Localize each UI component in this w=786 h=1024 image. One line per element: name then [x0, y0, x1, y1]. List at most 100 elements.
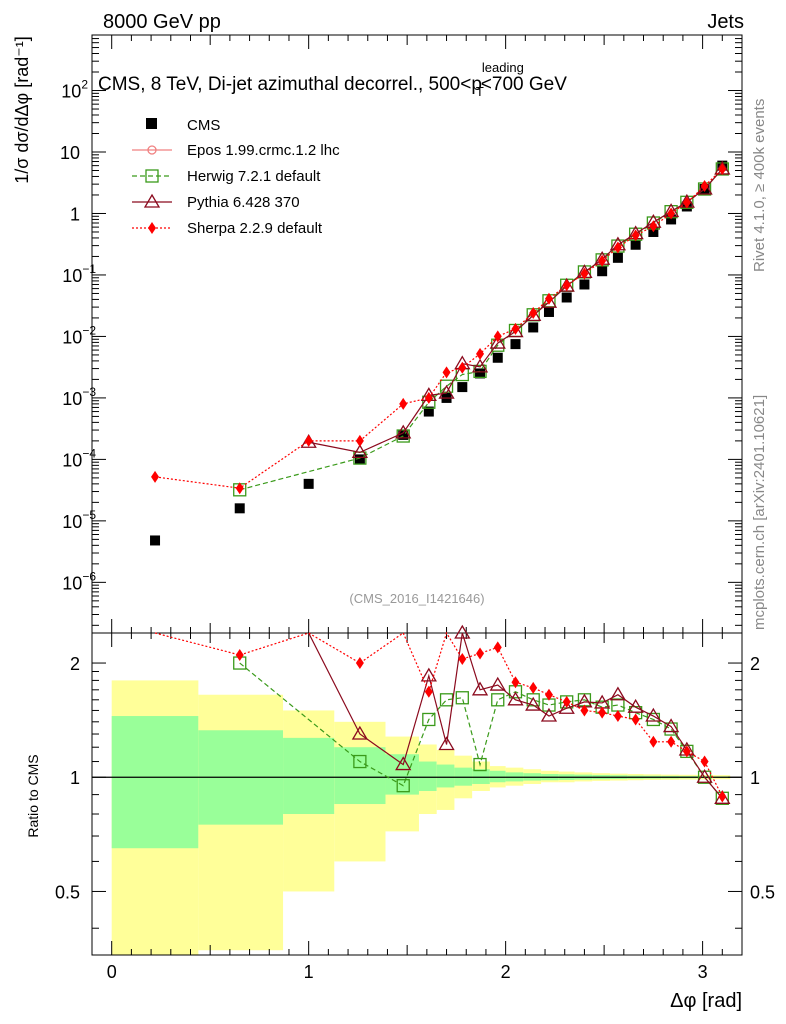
pythia-ratio-point-4 — [438, 736, 455, 751]
pythia-ratio-point-8 — [507, 691, 524, 706]
pythia-main-point-19 — [696, 180, 713, 195]
cms-point-1 — [234, 503, 245, 514]
pythia-ratio-point-10 — [540, 707, 558, 722]
herwig-ratio-point-7 — [491, 693, 505, 707]
y-tick-label-main-3: 10−1 — [62, 262, 96, 286]
pythia-ratio-point-19 — [696, 768, 713, 783]
plot-title-sub: T — [476, 84, 484, 99]
ratio-y-tick-label-right-0: 2 — [750, 654, 760, 674]
sherpa-ratio-point-19 — [667, 735, 676, 748]
main-y-axis-label: 1/σ dσ/dΔφ [rad⁻¹] — [12, 36, 32, 183]
pythia-main-line — [308, 168, 723, 454]
pythia-ratio-point-16 — [645, 707, 662, 722]
herwig-ratio-point-5 — [455, 691, 469, 705]
legend-marker-sherpa — [148, 222, 156, 234]
cms-point-17 — [630, 239, 641, 250]
pythia-ratio-point-20 — [714, 790, 731, 804]
pythia-ratio-point-1 — [351, 725, 369, 740]
sherpa-ratio-point-20 — [682, 745, 691, 758]
analysis-id: (CMS_2016_I1421646) — [349, 591, 484, 606]
pythia-ratio-point-14 — [609, 686, 627, 701]
sherpa-ratio-point-12 — [544, 688, 553, 701]
pythia-ratio-point-5 — [454, 624, 471, 639]
y-tick-label-main-7: 10−5 — [62, 508, 96, 532]
sherpa-main-point-1 — [235, 482, 244, 495]
cms-point-12 — [543, 306, 554, 317]
cms-point-4 — [398, 429, 409, 440]
legend-label-cms: CMS — [187, 117, 220, 134]
legend: CMS Epos 1.99.crmc.1.2 lhc Herwig 7.2.1 … — [132, 117, 340, 237]
pythia-ratio-point-15 — [627, 698, 644, 713]
plot-frames — [91, 34, 743, 956]
cms-point-5 — [423, 406, 434, 417]
plot-title-sup: leading — [482, 60, 524, 75]
band-green-8 — [472, 769, 490, 784]
pythia-main-point-1 — [351, 444, 369, 459]
ratio-y-tick-label-left-0: 2 — [70, 654, 80, 674]
sherpa-main-point-5 — [424, 391, 433, 404]
herwig-ratio-point-3 — [422, 712, 436, 727]
ratio-y-tick-label-right-2: 0.5 — [750, 882, 775, 902]
x-tick-label-0: 0 — [107, 962, 117, 982]
sherpa-main-point-9 — [493, 330, 502, 343]
ratio-panel-frame — [91, 632, 743, 956]
side-text-rivet: Rivet 4.1.0, ≥ 400k events — [751, 99, 768, 272]
legend-label-pythia: Pythia 6.428 370 — [187, 194, 300, 211]
sherpa-main-point-8 — [476, 347, 485, 360]
band-green-5 — [418, 761, 437, 791]
sherpa-main-point-19 — [667, 207, 676, 220]
sherpa-ratio-point-21 — [700, 755, 709, 768]
pythia-main-point-9 — [525, 307, 542, 322]
band-green-2 — [283, 737, 335, 815]
ratio-uncertainty-bands — [111, 680, 731, 955]
cms-point-11 — [528, 322, 539, 333]
legend-label-herwig: Herwig 7.2.1 default — [187, 168, 321, 185]
pythia-main-point-10 — [540, 293, 558, 308]
ratio-y-tick-label-left-1: 1 — [70, 768, 80, 788]
legend-label-sherpa: Sherpa 2.2.9 default — [187, 220, 323, 237]
sherpa-main-point-20 — [682, 196, 691, 209]
legend-label-epos: Epos 1.99.crmc.1.2 lhc — [187, 142, 340, 159]
legend-item-epos: Epos 1.99.crmc.1.2 lhc — [132, 142, 340, 159]
sherpa-main-point-12 — [544, 292, 553, 305]
band-green-0 — [111, 716, 199, 849]
pythia-main-point-4 — [438, 384, 455, 399]
sherpa-main-point-4 — [399, 397, 408, 410]
sherpa-main-point-0 — [151, 470, 160, 483]
pythia-ratio-point-6 — [471, 681, 489, 696]
sherpa-ratio-point-7 — [458, 652, 467, 665]
sherpa-ratio-point-5 — [424, 685, 433, 698]
cms-point-0 — [150, 535, 161, 546]
sherpa-ratio-point-22 — [718, 790, 727, 803]
main-panel-series — [150, 160, 731, 546]
sherpa-main-point-2 — [304, 434, 313, 447]
pythia-ratio-point-3 — [420, 667, 437, 682]
ratio-y-axis-label: Ratio to CMS — [25, 754, 41, 837]
sherpa-main-point-10 — [511, 322, 520, 335]
x-tick-label-1: 1 — [304, 962, 314, 982]
sherpa-ratio-point-9 — [493, 641, 502, 654]
sherpa-ratio-point-11 — [529, 681, 538, 694]
legend-marker-herwig — [145, 169, 159, 183]
sherpa-ratio-point-14 — [580, 704, 589, 717]
sherpa-ratio-point-17 — [631, 713, 640, 726]
y-tick-label-main-2: 1 — [70, 204, 80, 224]
sherpa-main-point-22 — [718, 162, 727, 175]
sherpa-main-point-14 — [580, 267, 589, 280]
side-text-mcplots: mcplots.cern.ch [arXiv:2401.10621] — [751, 395, 768, 630]
sherpa-main-point-3 — [355, 434, 364, 447]
cms-point-13 — [561, 292, 572, 303]
sherpa-main-point-6 — [442, 366, 451, 379]
y-tick-label-main-8: 10−6 — [62, 569, 96, 593]
x-axis-label: Δφ [rad] — [670, 990, 742, 1012]
sherpa-ratio-line — [154, 631, 723, 797]
cms-point-2 — [303, 478, 314, 489]
legend-marker-cms — [146, 118, 157, 129]
x-tick-label-2: 2 — [501, 962, 511, 982]
sherpa-main-line — [154, 168, 723, 489]
cms-point-7 — [457, 382, 468, 393]
cms-point-15 — [597, 266, 608, 277]
x-tick-label-3: 3 — [698, 962, 708, 982]
sherpa-main-point-18 — [649, 220, 658, 233]
